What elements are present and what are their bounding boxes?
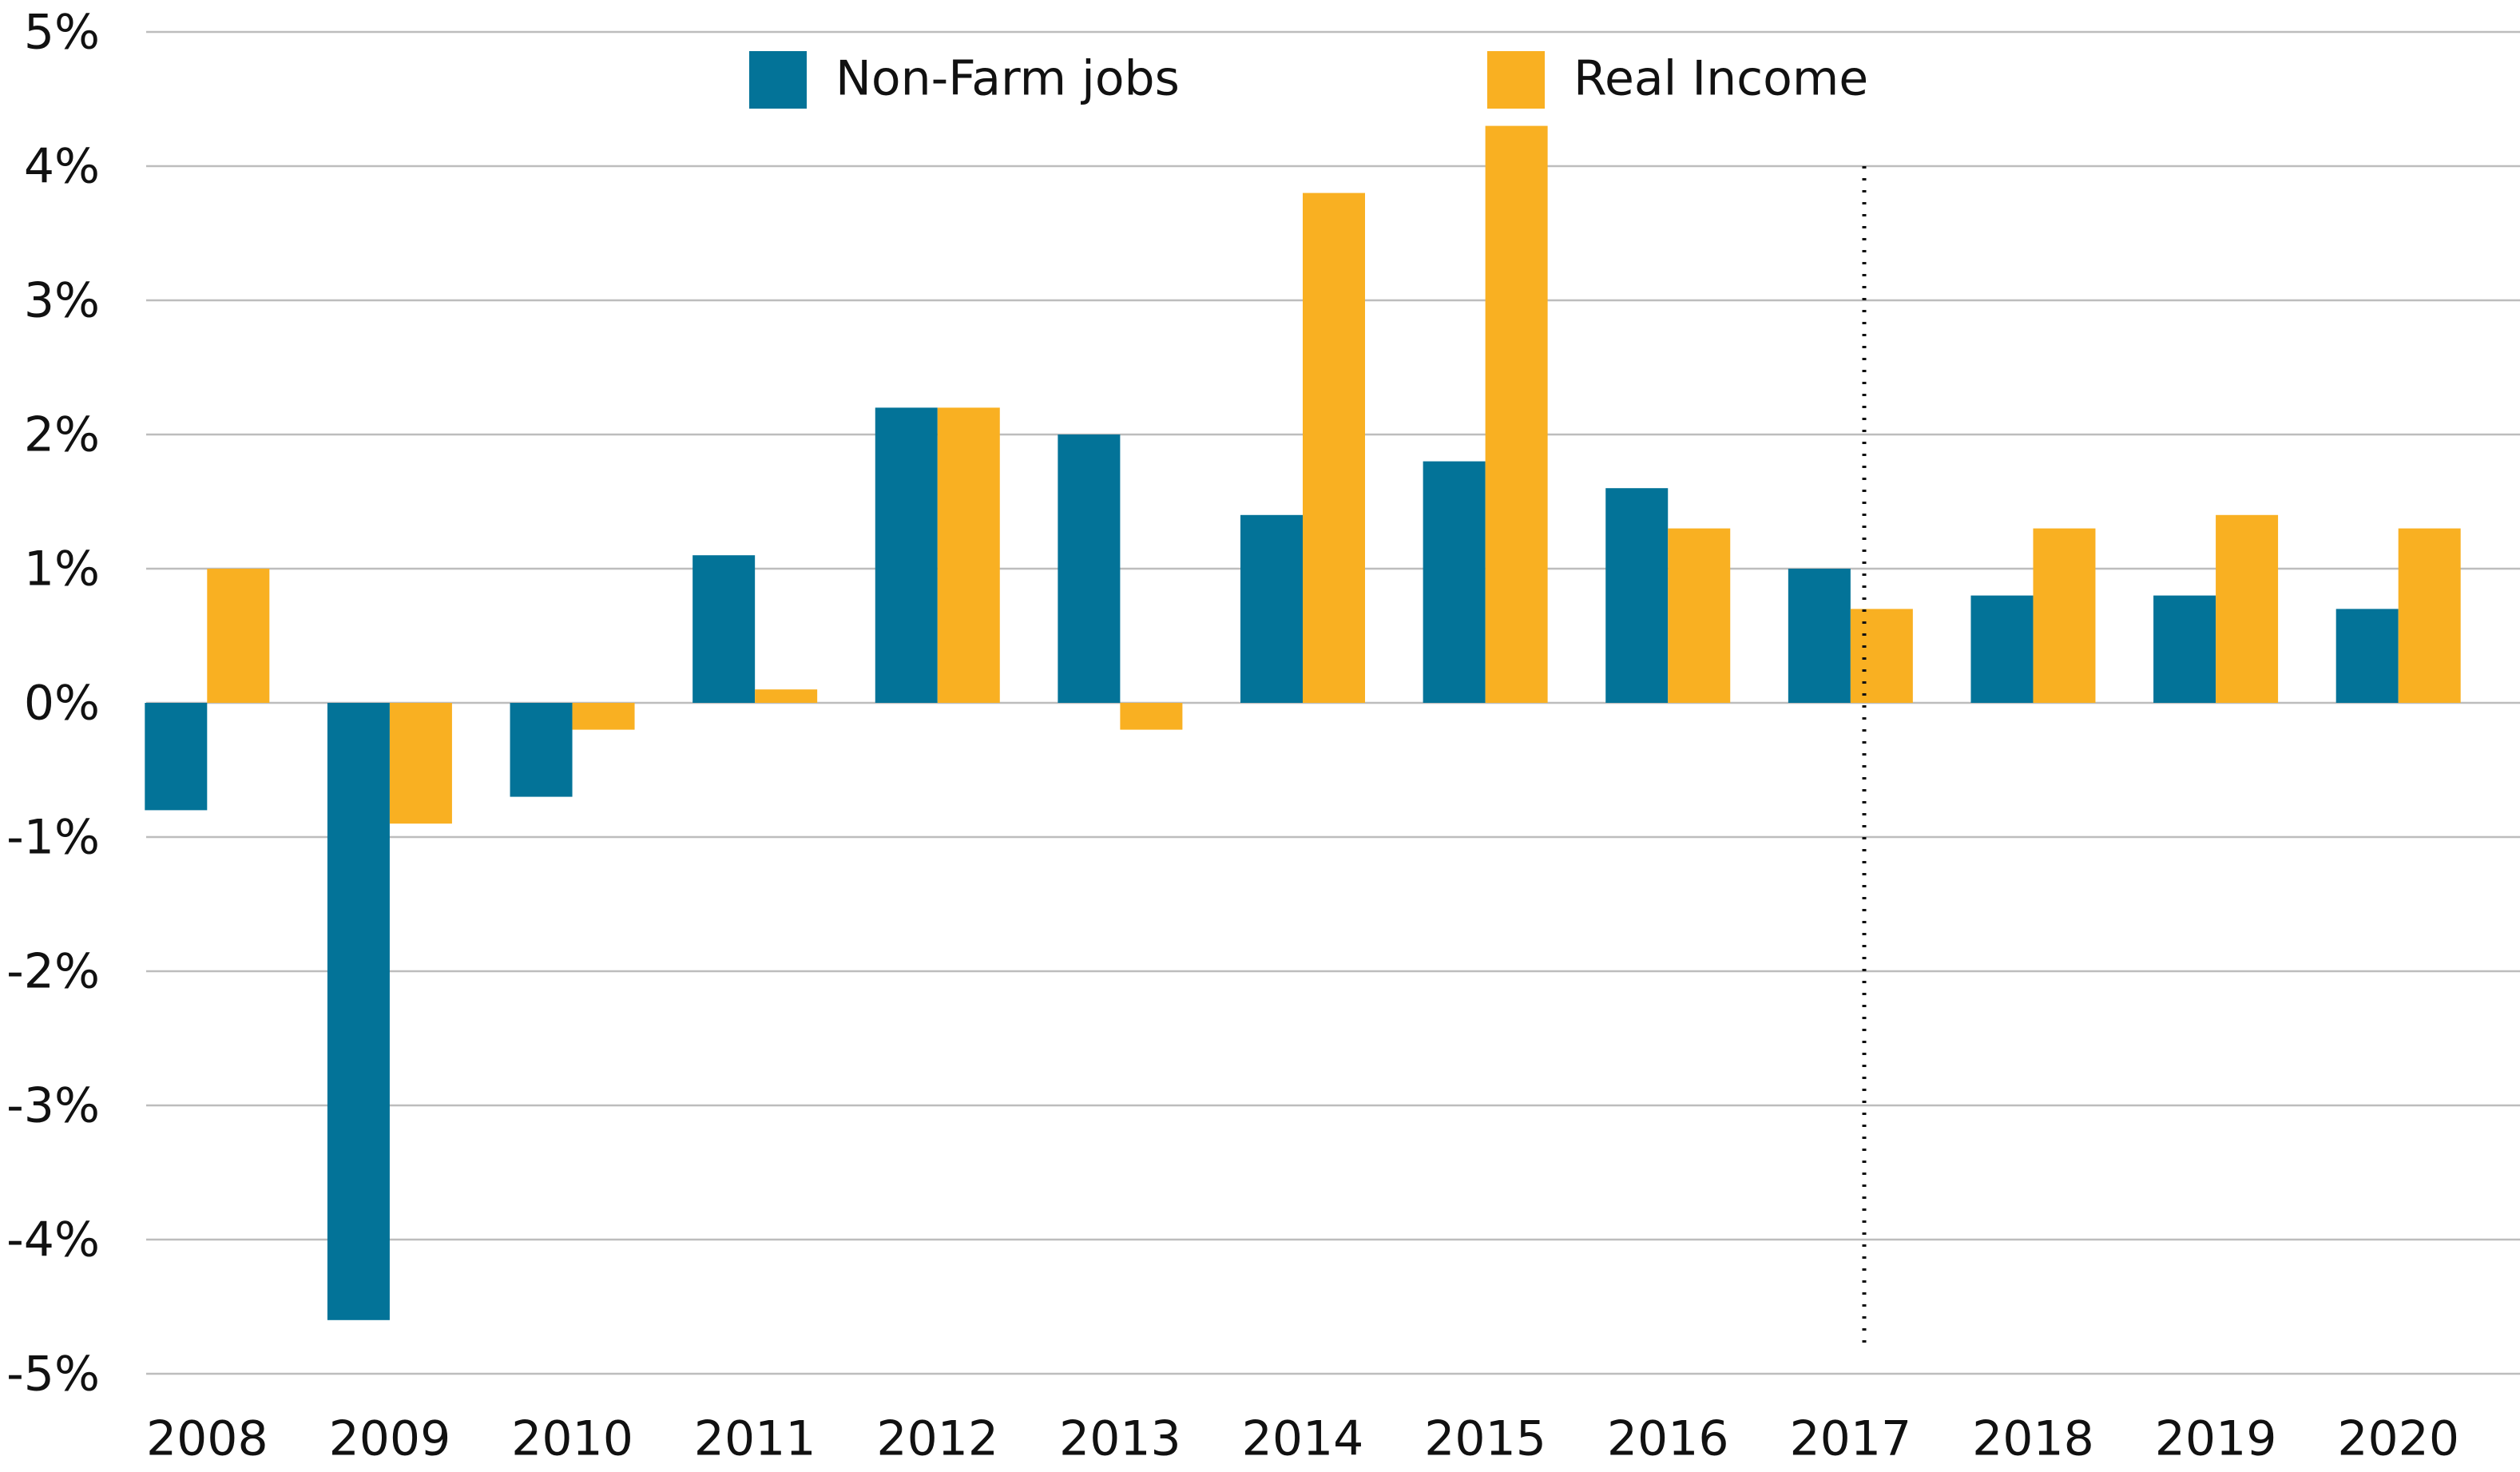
y-tick-label: -5% (6, 1347, 100, 1403)
bar (1303, 192, 1365, 704)
x-tick-label: 2010 (511, 1411, 633, 1467)
legend-swatch (749, 51, 807, 109)
bar (1120, 703, 1183, 730)
bar (2033, 528, 2096, 703)
x-tick-label: 2020 (2337, 1411, 2459, 1467)
x-tick-label: 2009 (329, 1411, 451, 1467)
x-tick-label: 2016 (1607, 1411, 1729, 1467)
bar (1423, 461, 1486, 703)
bar (2153, 595, 2216, 703)
labels: -5% -4% -3% -2% -1% 0% 1% 2% 3% 4% 5% 2008 2009 2010 2… (6, 5, 2459, 1467)
bar (875, 407, 938, 703)
x-tick-label: 2014 (1242, 1411, 1364, 1467)
y-tick-label: -4% (6, 1212, 100, 1268)
bar (937, 407, 1000, 703)
bar (1850, 609, 1913, 703)
legend-label: Real Income (1574, 51, 1868, 107)
bar (1970, 595, 2034, 703)
x-tick-label: 2008 (146, 1411, 268, 1467)
bar (2335, 609, 2399, 703)
x-tick-label: 2013 (1059, 1411, 1181, 1467)
bar (510, 703, 573, 797)
bar (572, 703, 635, 730)
x-tick-label: 2012 (876, 1411, 998, 1467)
bar (1788, 569, 1851, 703)
legend-label: Non-Farm jobs (835, 51, 1180, 107)
x-tick-label: 2018 (1972, 1411, 2094, 1467)
bars (145, 125, 2461, 1320)
x-tick-label: 2015 (1424, 1411, 1546, 1467)
bar (327, 703, 390, 1320)
x-tick-label: 2019 (2155, 1411, 2277, 1467)
legend-swatch (1487, 51, 1545, 109)
bar (1605, 488, 1669, 703)
bar (1485, 125, 1548, 704)
y-tick-label: 0% (24, 676, 100, 732)
x-tick-label: 2017 (1789, 1411, 1911, 1467)
y-tick-label: 4% (24, 139, 100, 195)
bar (389, 703, 452, 824)
bar (1668, 528, 1731, 703)
y-tick-label: -2% (6, 944, 100, 1000)
bar (1240, 514, 1303, 703)
y-tick-label: 3% (24, 273, 100, 329)
bar (145, 703, 208, 811)
bar (2398, 528, 2461, 703)
y-tick-label: -3% (6, 1078, 100, 1134)
bar (2216, 514, 2279, 703)
bar (1058, 434, 1121, 703)
y-tick-label: 1% (24, 542, 100, 597)
bar (693, 555, 756, 703)
y-tick-label: 2% (24, 407, 100, 463)
y-tick-label: 5% (24, 5, 100, 61)
x-tick-label: 2011 (694, 1411, 816, 1467)
bar (755, 689, 818, 703)
bar (207, 569, 270, 703)
y-tick-label: -1% (6, 810, 100, 866)
